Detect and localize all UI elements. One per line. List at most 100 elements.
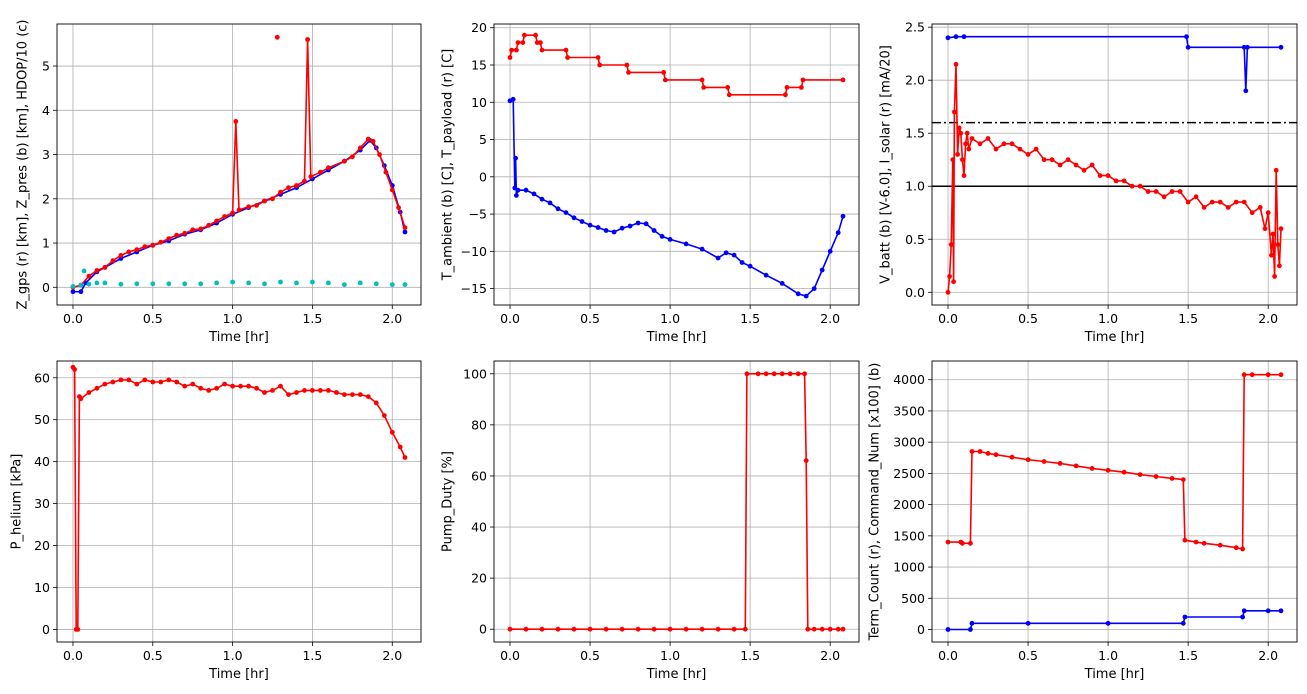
data-point xyxy=(969,620,975,626)
y-tick-label: 2.0 xyxy=(905,73,925,88)
y-axis-label: Pump_Duty [%] xyxy=(441,451,456,552)
data-series xyxy=(70,364,408,632)
series-line xyxy=(72,38,406,289)
data-point xyxy=(950,157,956,163)
data-point xyxy=(659,234,665,239)
data-point xyxy=(1217,542,1223,548)
y-tick-label: 60 xyxy=(471,468,487,483)
data-point xyxy=(948,242,954,248)
tick-labels: 0.0 0.5 1.0 1.5 2.0 −15 −10 −5 0 5 10 15 20 xyxy=(461,20,841,326)
data-point xyxy=(611,229,617,235)
data-point xyxy=(94,280,100,286)
data-point xyxy=(166,281,172,287)
data-point xyxy=(739,260,745,265)
data-point xyxy=(1089,466,1095,471)
data-point xyxy=(945,35,951,41)
data-point xyxy=(1129,183,1135,189)
x-tick-label: 0.5 xyxy=(580,648,600,663)
data-point xyxy=(963,141,968,147)
data-point xyxy=(1057,162,1063,168)
data-point xyxy=(643,221,649,227)
data-point xyxy=(667,237,673,242)
data-point xyxy=(742,626,748,632)
data-point xyxy=(70,284,76,289)
data-point xyxy=(294,390,299,395)
chart-panel-z-altitude: 0.0 0.5 1.0 1.5 2.0 0 1 2 3 4 5 Time [hr] Z_gps (r… xyxy=(16,20,422,345)
x-tick-label: 0.0 xyxy=(938,311,958,326)
y-tick-label: 40 xyxy=(471,520,487,535)
data-point xyxy=(531,191,537,197)
data-point xyxy=(1265,210,1271,216)
series-line xyxy=(509,98,844,297)
data-point xyxy=(1185,44,1191,50)
grid xyxy=(57,24,421,305)
y-tick-label: 60 xyxy=(34,370,50,385)
grid xyxy=(932,24,1297,305)
y-tick-label: −15 xyxy=(461,281,487,296)
data-point xyxy=(1275,242,1281,248)
data-point xyxy=(523,187,529,193)
data-point xyxy=(1145,189,1151,194)
y-axis-label: T_ambient (b) [C], T_payload (r) [C] xyxy=(441,49,456,282)
y-tick-label: 1500 xyxy=(893,528,925,543)
data-point xyxy=(198,385,204,391)
data-series xyxy=(932,34,1297,295)
data-point xyxy=(305,37,310,42)
data-point xyxy=(1161,194,1167,200)
data-point xyxy=(835,230,841,236)
data-point xyxy=(190,381,196,387)
series-line xyxy=(947,63,1282,293)
data-point xyxy=(150,379,156,385)
x-tick-label: 0.0 xyxy=(500,311,520,326)
data-point xyxy=(960,540,965,546)
data-point xyxy=(744,371,750,377)
data-point xyxy=(961,34,967,40)
y-tick-label: 30 xyxy=(34,496,50,511)
x-tick-label: 1.0 xyxy=(223,311,243,326)
y-tick-label: 2.5 xyxy=(905,20,925,35)
data-point xyxy=(402,225,408,231)
chart-panel-term-count: 0.0 0.5 1.0 1.5 2.0 0 500 1000 1500 2000 2500 3000 3… xyxy=(868,360,1298,682)
data-point xyxy=(1180,477,1186,482)
data-point xyxy=(230,279,236,285)
data-point xyxy=(595,225,601,230)
data-point xyxy=(627,223,633,229)
data-point xyxy=(779,281,785,286)
data-point xyxy=(947,274,952,279)
x-tick-label: 0.0 xyxy=(500,648,520,663)
data-point xyxy=(326,388,331,393)
x-axis-label: Time [hr] xyxy=(1084,330,1145,345)
series-line xyxy=(947,35,1281,92)
data-point xyxy=(819,267,825,273)
data-point xyxy=(236,207,242,213)
y-tick-label: 10 xyxy=(34,580,50,595)
series-cyan xyxy=(70,268,408,289)
series-line xyxy=(73,139,406,293)
data-point xyxy=(953,61,959,67)
data-point xyxy=(70,289,76,295)
data-point xyxy=(725,85,731,90)
data-point xyxy=(547,200,553,206)
data-point xyxy=(1278,608,1284,614)
data-point xyxy=(539,626,545,632)
data-point xyxy=(953,34,959,40)
data-point xyxy=(342,392,347,397)
data-point xyxy=(166,377,172,383)
data-point xyxy=(985,136,991,141)
data-point xyxy=(75,627,81,632)
series-blue xyxy=(945,34,1284,94)
grid xyxy=(932,361,1297,642)
data-point xyxy=(667,626,673,632)
data-point xyxy=(1265,608,1271,614)
data-point xyxy=(555,206,561,212)
data-point xyxy=(1137,472,1143,477)
data-point xyxy=(1057,461,1063,466)
data-point xyxy=(1025,152,1031,157)
y-tick-label: 40 xyxy=(34,454,50,469)
data-point xyxy=(1249,372,1255,378)
data-point xyxy=(1269,252,1274,258)
data-point xyxy=(969,136,975,141)
data-point xyxy=(783,92,788,98)
data-point xyxy=(286,185,291,191)
data-point xyxy=(1262,226,1268,232)
